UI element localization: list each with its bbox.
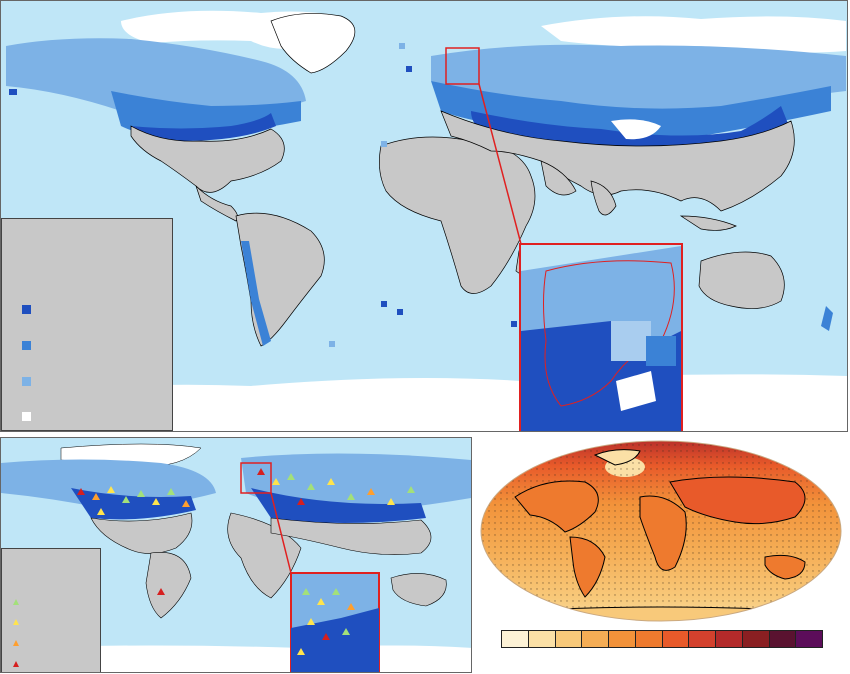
greenland	[270, 13, 356, 74]
legend-triangle-yellow	[13, 619, 19, 625]
legend-swatch-light-blue	[22, 377, 31, 386]
colorbar-cell-3	[582, 631, 609, 647]
legend-swatch-dark-blue	[22, 305, 31, 314]
world-map-bottom-left	[1, 443, 471, 672]
legend-swatch-medium-blue	[22, 341, 31, 350]
colorbar-cell-5	[635, 631, 663, 647]
north-america-land	[130, 125, 285, 193]
colorbar-cell-9	[742, 631, 770, 647]
legend-triangle-green	[13, 599, 19, 605]
snow-band-na-light	[6, 38, 306, 125]
colorbar-cell-4	[609, 631, 636, 647]
central-asia-white	[611, 119, 661, 140]
inset-source-box	[445, 47, 480, 85]
legend-box-top	[1, 218, 173, 431]
warming-map-panel	[475, 437, 850, 674]
station-triangles	[77, 468, 415, 595]
snow-band-eu-light	[431, 44, 846, 113]
robinson-warming-map	[480, 440, 842, 622]
world-map-top	[1, 10, 847, 431]
india-land	[590, 180, 617, 216]
legend-box-bottom-left	[1, 548, 101, 672]
new-zealand-blue	[821, 306, 833, 331]
africa-land	[379, 136, 536, 294]
indonesia-land	[679, 215, 737, 231]
temperature-colorbar	[501, 630, 823, 648]
inset-scandinavia	[519, 243, 683, 431]
legend-triangle-red	[13, 661, 19, 667]
main-map-panel	[0, 0, 848, 432]
andes-blue	[241, 241, 271, 346]
inset-scandinavia-triangles	[290, 572, 380, 672]
colorbar-cell-11	[796, 631, 822, 647]
arabia-land	[540, 160, 577, 196]
arctic-ice-east	[541, 16, 846, 53]
triangle-map-panel	[0, 437, 472, 673]
colorbar-cell-6	[662, 631, 690, 647]
colorbar-cell-8	[716, 631, 743, 647]
legend-triangle-orange	[13, 640, 19, 646]
legend-swatch-white	[22, 412, 31, 421]
colorbar-cell-1	[528, 631, 556, 647]
snow-band-na-dark	[131, 113, 276, 141]
australia-land	[698, 251, 785, 309]
colorbar-cell-0	[502, 631, 529, 647]
colorbar-cell-2	[555, 631, 583, 647]
colorbar-cell-7	[689, 631, 716, 647]
inset-connector	[478, 83, 522, 245]
colorbar-cell-10	[769, 631, 797, 647]
